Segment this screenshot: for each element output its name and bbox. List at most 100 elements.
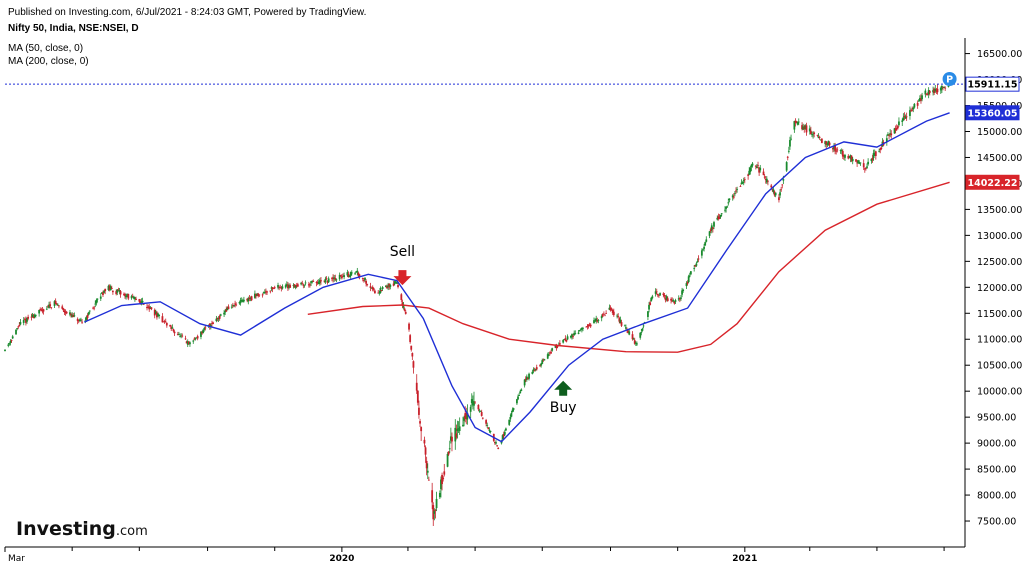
candle (824, 140, 827, 148)
candle (927, 87, 930, 99)
candle (535, 364, 538, 371)
candle (773, 190, 776, 197)
candle (117, 287, 120, 291)
ma200-line (307, 181, 950, 353)
candle-body (694, 264, 697, 267)
candle (434, 508, 437, 519)
candle-body (424, 447, 427, 455)
candle-body (551, 348, 554, 351)
candle (828, 141, 831, 148)
candle (672, 298, 675, 303)
candle-body (605, 313, 608, 314)
candle (577, 330, 580, 335)
annotations: Sell Buy P (390, 72, 957, 416)
candle-body (315, 282, 318, 284)
candle-body (386, 286, 388, 289)
candle-body (767, 180, 769, 182)
candle (9, 339, 12, 346)
price-tick-label: 12500.00 (977, 257, 1022, 268)
candle-body (633, 340, 636, 344)
candle (780, 186, 783, 192)
candle-body (503, 431, 506, 435)
candle-body (549, 352, 551, 354)
candle (485, 418, 488, 427)
candle-body (418, 407, 420, 415)
candle-body (539, 365, 541, 367)
candle-body (53, 301, 56, 306)
candle-body (502, 433, 505, 437)
candle (509, 414, 512, 422)
candle-body (593, 320, 595, 324)
candle (16, 328, 19, 331)
candle (487, 426, 490, 430)
candle-body (641, 328, 644, 331)
candle-body (420, 427, 423, 432)
candle (759, 164, 762, 173)
candle-body (355, 271, 358, 273)
candle-body (216, 318, 219, 320)
candle-body (71, 314, 74, 318)
candle (423, 436, 426, 448)
candle (694, 264, 697, 268)
candle (639, 332, 642, 340)
logo-suffix: .com (116, 524, 148, 539)
candle-body (508, 419, 511, 425)
candle (885, 134, 888, 146)
candle (238, 301, 241, 305)
candle-body (702, 249, 704, 251)
candle (605, 310, 608, 314)
candle-body (533, 370, 536, 372)
candle-body (634, 342, 637, 344)
candle (294, 285, 297, 290)
candle-body (158, 314, 161, 317)
candle-body (211, 323, 213, 325)
candle-body (50, 307, 53, 309)
candle-body (15, 329, 17, 335)
candle-body (104, 288, 107, 292)
candle-body (41, 310, 44, 312)
candle (827, 140, 830, 146)
candle (758, 167, 761, 176)
candle-body (411, 353, 414, 357)
candle-body (547, 354, 550, 356)
candle (94, 300, 97, 308)
candle-body (682, 289, 685, 292)
candle (109, 284, 112, 291)
candle-body (102, 292, 104, 296)
candle (659, 292, 661, 296)
candle-body (809, 130, 812, 135)
candle-body (149, 307, 152, 309)
candle-body (169, 325, 172, 327)
time-tick-label: 2020 (329, 554, 354, 564)
candle (385, 285, 387, 288)
candle (665, 294, 668, 302)
candle-body (235, 304, 238, 306)
candle-body (64, 311, 67, 314)
candle-body (842, 155, 845, 157)
candle-body (496, 445, 499, 447)
candle-body (416, 390, 419, 403)
candle-body (449, 436, 452, 441)
candle (735, 187, 737, 194)
price-badge-label: 15911.15 (968, 80, 1018, 91)
candle-body (831, 148, 834, 150)
candle (204, 325, 207, 331)
candle-body (836, 149, 839, 151)
candle-body (370, 287, 373, 289)
candle-body (110, 287, 113, 289)
candle-body (456, 428, 459, 432)
candle (410, 345, 413, 352)
candle-body (523, 379, 526, 386)
candle (633, 337, 636, 345)
candle (372, 287, 375, 292)
candle-body (84, 320, 87, 322)
candle (185, 340, 188, 344)
price-tick-label: 7500.00 (977, 517, 1016, 528)
candle-body (307, 284, 310, 286)
candle (636, 341, 638, 347)
candle (719, 214, 722, 219)
candle-body (524, 378, 527, 380)
candle-body (7, 344, 10, 346)
candle (408, 322, 410, 332)
